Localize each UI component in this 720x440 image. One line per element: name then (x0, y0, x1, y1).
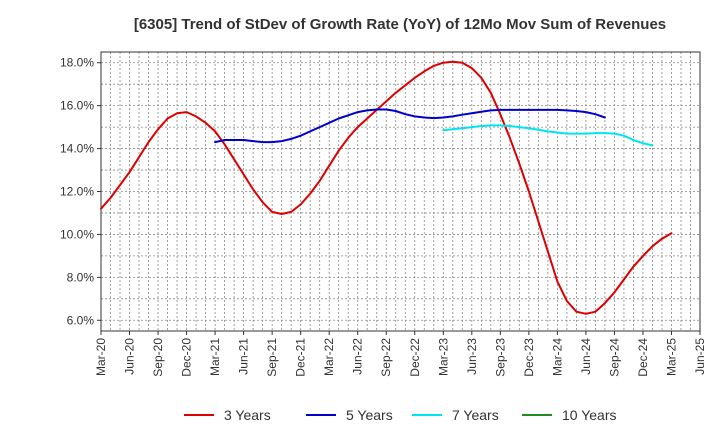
x-axis: Mar-20 Jun-20 Sep-20 Dec-20 Mar-21 Jun-21 Sep-… (94, 331, 707, 377)
legend: 3 Years 5 Years 7 Years 10 Years (184, 407, 617, 423)
legend-label: 3 Years (224, 407, 271, 423)
x-tick-label: Mar-23 (436, 338, 450, 376)
series-layer (100, 60, 673, 315)
x-tick-label: Jun-23 (465, 338, 479, 375)
x-tick-label: Sep-20 (151, 338, 165, 377)
x-tick-label: Dec-22 (408, 338, 422, 377)
y-tick-label: 10.0% (60, 227, 94, 241)
chart-title: [6305] Trend of StDev of Growth Rate (Yo… (134, 16, 666, 33)
y-tick-label: 6.0% (67, 313, 95, 327)
x-tick-label: Sep-23 (493, 338, 507, 377)
series-line-7-years (442, 124, 654, 147)
series-line-3-years (100, 60, 673, 315)
x-tick-label: Sep-24 (607, 338, 621, 377)
legend-label: 7 Years (452, 407, 499, 423)
x-tick-label: Mar-22 (322, 338, 336, 376)
x-tick-label: Mar-21 (208, 338, 222, 376)
x-tick-label: Jun-22 (351, 338, 365, 375)
x-tick-label: Jun-25 (693, 338, 707, 375)
x-tick-label: Dec-20 (180, 338, 194, 377)
y-tick-label: 18.0% (60, 56, 94, 70)
grid (100, 52, 701, 331)
series-line-5-years (214, 108, 606, 144)
x-tick-label: Jun-20 (123, 338, 137, 375)
x-tick-label: Dec-24 (636, 338, 650, 377)
x-tick-label: Jun-24 (579, 338, 593, 375)
y-tick-label: 8.0% (67, 270, 95, 284)
x-tick-label: Sep-22 (379, 338, 393, 377)
x-tick-label: Sep-21 (265, 338, 279, 377)
y-tick-label: 16.0% (60, 99, 94, 113)
x-tick-label: Jun-21 (237, 338, 251, 375)
y-tick-label: 14.0% (60, 142, 94, 156)
legend-label: 10 Years (562, 407, 617, 423)
x-tick-label: Dec-23 (522, 338, 536, 377)
y-axis: 6.0% 8.0% 10.0% 12.0% 14.0% 16.0% 18.0% (60, 56, 101, 327)
x-tick-label: Mar-24 (550, 338, 564, 376)
x-tick-label: Mar-25 (664, 338, 678, 376)
y-tick-label: 12.0% (60, 185, 94, 199)
x-tick-label: Mar-20 (94, 338, 108, 376)
x-tick-label: Dec-21 (294, 338, 308, 377)
legend-label: 5 Years (346, 407, 393, 423)
